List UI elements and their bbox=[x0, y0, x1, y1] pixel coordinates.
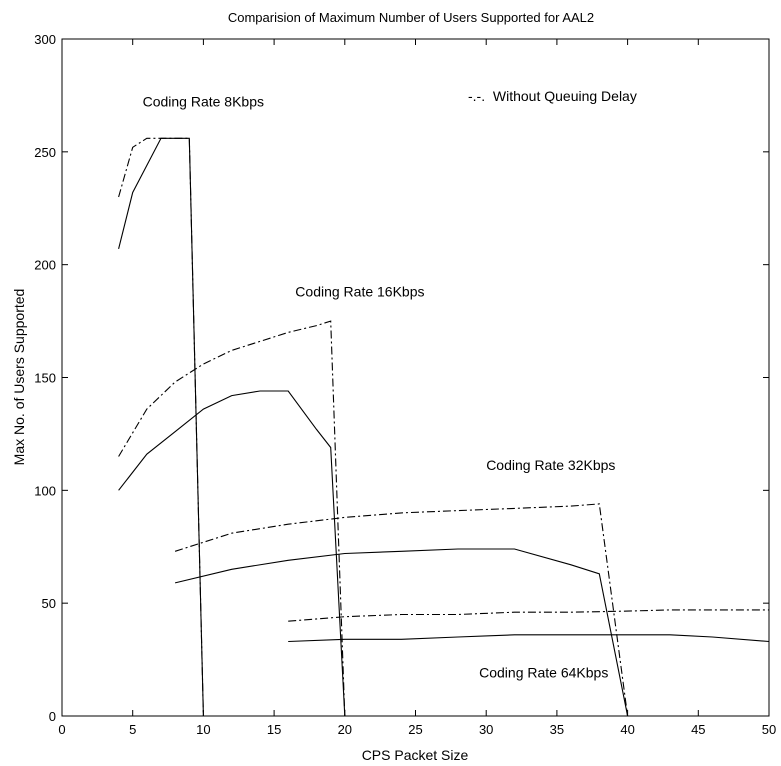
x-tick-label: 0 bbox=[58, 722, 65, 737]
y-tick-label: 100 bbox=[34, 483, 56, 498]
series-line-solid-6 bbox=[288, 634, 770, 643]
y-axis-title: Max No. of Users Supported bbox=[11, 289, 27, 466]
y-tick-label: 250 bbox=[34, 145, 56, 160]
series-line-without-queuing-delay-5 bbox=[174, 503, 629, 717]
y-axis: 0 50 100 150 200 250 300 bbox=[34, 32, 769, 724]
legend-entry: -.-. Without Queuing Delay bbox=[468, 88, 637, 104]
y-tick-label: 200 bbox=[34, 258, 56, 273]
x-tick-label: 25 bbox=[408, 722, 422, 737]
series-line-without-queuing-delay-1 bbox=[118, 137, 204, 717]
series-line-without-queuing-delay-3 bbox=[118, 320, 346, 717]
x-tick-label: 40 bbox=[620, 722, 634, 737]
x-tick-label: 35 bbox=[550, 722, 564, 737]
plot-frame bbox=[61, 38, 770, 717]
annotation-label: Coding Rate 64Kbps bbox=[479, 665, 608, 681]
series-layer bbox=[118, 137, 770, 717]
annotation-label: Coding Rate 32Kbps bbox=[486, 457, 615, 473]
x-axis-title: CPS Packet Size bbox=[362, 747, 469, 763]
x-tick-label: 10 bbox=[196, 722, 210, 737]
y-tick-label: 0 bbox=[49, 709, 56, 724]
x-tick-label: 20 bbox=[338, 722, 352, 737]
x-tick-label: 45 bbox=[691, 722, 705, 737]
series-line-solid-0 bbox=[118, 137, 204, 717]
x-tick-label: 30 bbox=[479, 722, 493, 737]
series-line-solid-2 bbox=[118, 390, 346, 717]
series-line-solid-4 bbox=[174, 548, 629, 717]
x-tick-label: 5 bbox=[129, 722, 136, 737]
annotation-label: Coding Rate 8Kbps bbox=[143, 94, 264, 110]
chart-title: Comparision of Maximum Number of Users S… bbox=[228, 10, 594, 25]
series-line-without-queuing-delay-7 bbox=[288, 609, 769, 622]
annotation-layer: Coding Rate 8Kbps Coding Rate 16Kbps Codin… bbox=[143, 94, 616, 681]
x-tick-label: 15 bbox=[267, 722, 281, 737]
annotation-label: Coding Rate 16Kbps bbox=[295, 283, 424, 299]
x-tick-label: 50 bbox=[762, 722, 776, 737]
y-tick-label: 50 bbox=[42, 596, 56, 611]
x-axis: 0 5 10 15 20 25 30 35 40 45 50 bbox=[58, 39, 776, 737]
y-tick-label: 300 bbox=[34, 32, 56, 47]
y-tick-label: 150 bbox=[34, 371, 56, 386]
